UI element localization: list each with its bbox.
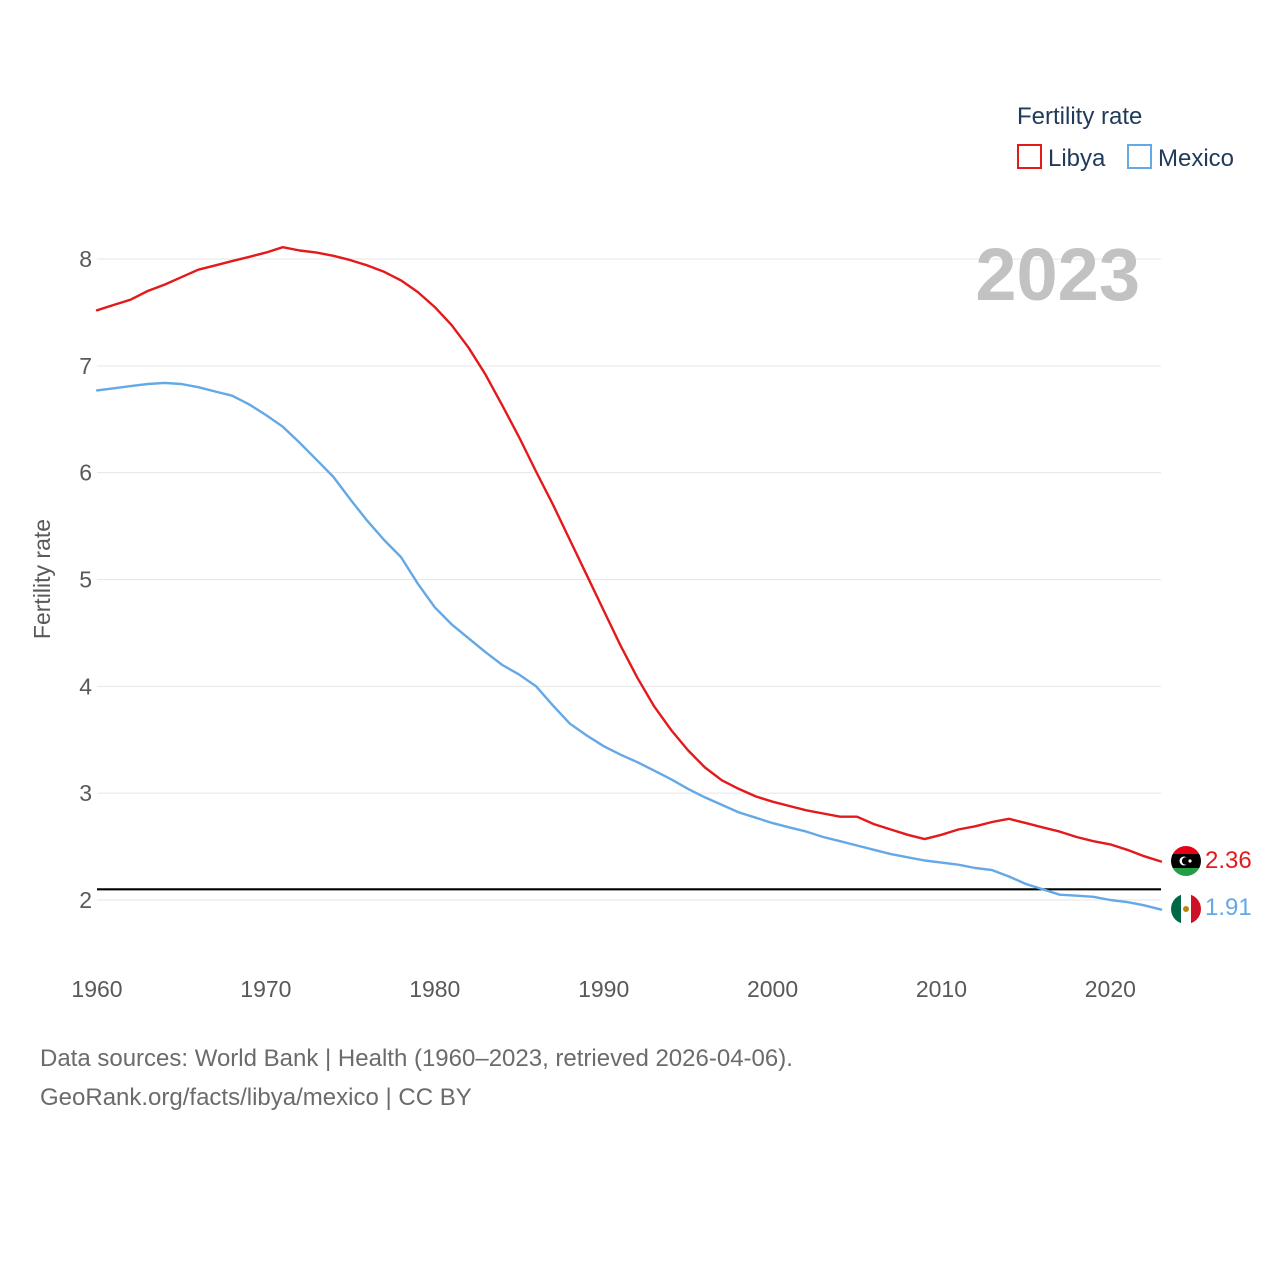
- x-tick-2000: 2000: [747, 976, 798, 1002]
- x-tick-1980: 1980: [409, 976, 460, 1002]
- series-lines: [95, 245, 1163, 911]
- x-tick-1960: 1960: [71, 976, 122, 1002]
- y-axis-label: Fertility rate: [29, 519, 55, 639]
- x-tick-1990: 1990: [578, 976, 629, 1002]
- legend-label-libya[interactable]: Libya: [1048, 145, 1106, 172]
- y-tick-2: 2: [79, 887, 92, 913]
- legend-title: Fertility rate: [1017, 103, 1142, 130]
- y-tick-labels: 2 3 4 5 6 7 8: [79, 246, 92, 913]
- legend-swatch-libya[interactable]: [1017, 144, 1042, 169]
- y-tick-6: 6: [79, 460, 92, 486]
- legend: Fertility rate Libya Mexico: [1017, 103, 1234, 172]
- y-tick-4: 4: [79, 673, 92, 699]
- series-line-mexico[interactable]: [95, 381, 1163, 911]
- libya-end-value: 2.36: [1205, 847, 1252, 874]
- x-tick-1970: 1970: [240, 976, 291, 1002]
- x-tick-2020: 2020: [1085, 976, 1136, 1002]
- x-tick-labels: 1960 1970 1980 1990 2000 2010 2020: [71, 976, 1136, 1002]
- legend-swatch-mexico[interactable]: [1127, 144, 1152, 169]
- y-tick-5: 5: [79, 567, 92, 593]
- y-tick-3: 3: [79, 780, 92, 806]
- grid-lines: [97, 258, 1161, 901]
- x-tick-2010: 2010: [916, 976, 967, 1002]
- mexico-flag-icon: [1171, 894, 1201, 924]
- current-year-label: 2023: [975, 233, 1140, 316]
- data-sources-text: Data sources: World Bank | Health (1960–…: [40, 1045, 793, 1072]
- y-tick-7: 7: [79, 353, 92, 379]
- series-line-libya[interactable]: [95, 245, 1163, 863]
- legend-label-mexico[interactable]: Mexico: [1158, 145, 1234, 172]
- mexico-end-value: 1.91: [1205, 894, 1252, 921]
- y-tick-8: 8: [79, 246, 92, 272]
- source-url-text[interactable]: GeoRank.org/facts/libya/mexico | CC BY: [40, 1084, 472, 1111]
- libya-flag-icon: [1171, 846, 1201, 876]
- fertility-chart: 2 3 4 5 6 7 8 1960 1970 1980 1990 2000 2010 2020 Fer…: [29, 103, 1252, 1002]
